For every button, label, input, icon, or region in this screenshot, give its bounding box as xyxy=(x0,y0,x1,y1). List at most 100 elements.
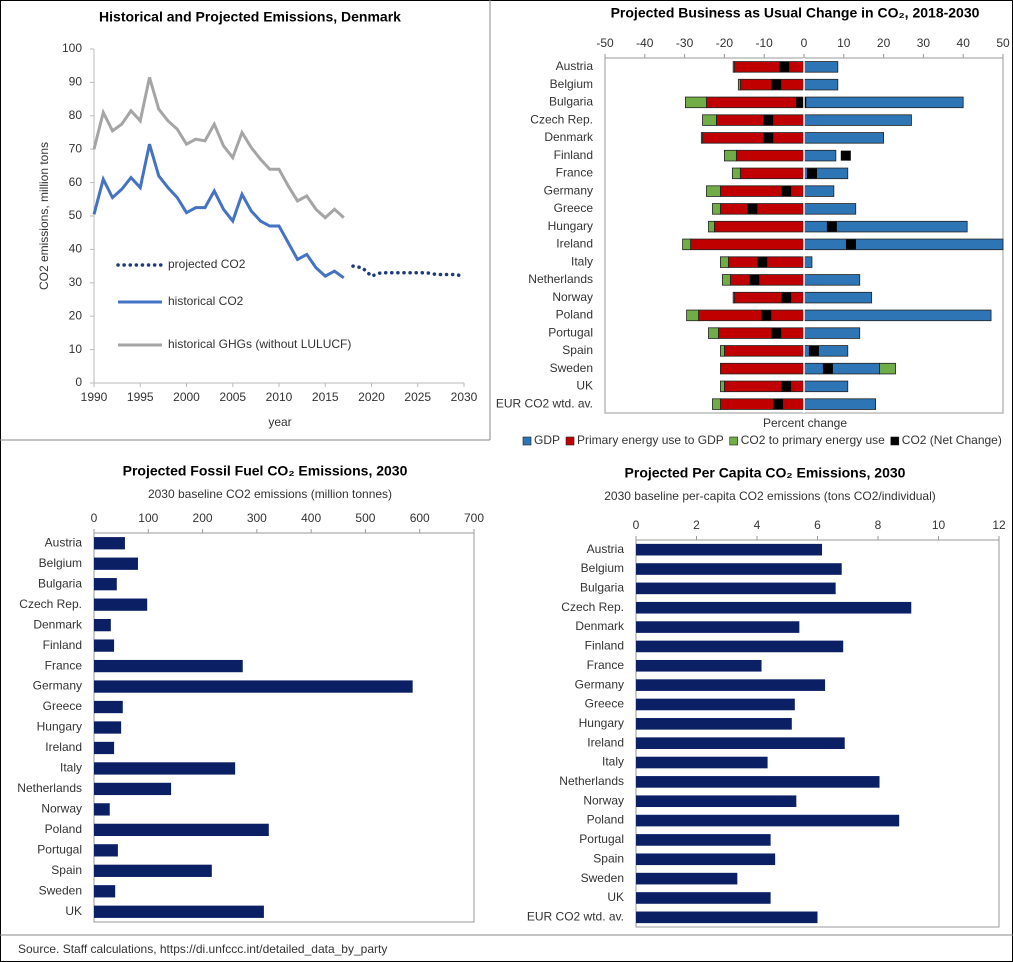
y-tick-label: Bulgaria xyxy=(549,95,593,109)
y-tick-label: Norway xyxy=(583,793,624,807)
legend-label: CO2 (Net Change) xyxy=(902,433,1002,447)
net-change-marker xyxy=(781,381,792,392)
x-tick-label: -30 xyxy=(676,36,694,50)
y-tick-label: Germany xyxy=(544,183,593,197)
y-tick-label: Hungary xyxy=(37,720,82,734)
x-tick-label: -40 xyxy=(636,36,654,50)
bar xyxy=(94,578,117,591)
legend-label: GDP xyxy=(534,433,560,447)
bar-segment xyxy=(803,291,873,304)
y-tick-label: Hungary xyxy=(579,716,624,730)
bar-segment xyxy=(706,185,721,197)
y-tick-label: Italy xyxy=(60,761,82,775)
y-tick-label: 0 xyxy=(75,375,82,389)
x-tick-label: 1995 xyxy=(127,390,154,404)
x-tick-label: 2020 xyxy=(358,390,385,404)
y-tick-label: Finland xyxy=(43,638,82,652)
bar-segment xyxy=(735,149,805,162)
bar-segment xyxy=(803,256,813,268)
plot-frame xyxy=(93,532,475,923)
x-tick-label: 6 xyxy=(814,518,821,532)
bar xyxy=(94,639,115,652)
net-change-marker xyxy=(845,239,856,250)
net-change-marker xyxy=(781,186,792,197)
y-tick-label: 10 xyxy=(69,342,83,356)
x-tick-label: 1990 xyxy=(81,390,108,404)
x-tick-label: 200 xyxy=(193,511,213,525)
bar xyxy=(94,762,236,775)
net-change-marker xyxy=(771,328,782,339)
y-tick-label: Sweden xyxy=(581,871,624,885)
net-change-marker xyxy=(826,221,837,232)
plot-frame xyxy=(635,539,1000,928)
bar-segment xyxy=(720,203,805,215)
net-change-marker xyxy=(771,79,782,90)
x-tick-label: 50 xyxy=(996,36,1010,50)
y-tick-label: France xyxy=(556,166,594,180)
bar-segment xyxy=(731,167,741,180)
bar xyxy=(636,911,818,924)
y-tick-label: Poland xyxy=(556,308,593,322)
net-change-marker xyxy=(747,203,758,214)
bar-segment xyxy=(714,220,805,233)
y-tick-label: Italy xyxy=(571,254,593,268)
x-tick-label: 400 xyxy=(301,511,321,525)
x-tick-label: 8 xyxy=(875,518,882,532)
bar xyxy=(636,582,836,595)
bar xyxy=(636,814,900,827)
bar-segment xyxy=(803,238,1004,251)
y-tick-label: Italy xyxy=(602,755,624,769)
legend-label: historical GHGs (without LULUCF) xyxy=(168,337,351,351)
chart-title: Projected Per Capita CO₂ Emissions, 2030 xyxy=(625,465,906,481)
chart-title: Historical and Projected Emissions, Denm… xyxy=(99,9,401,25)
x-tick-label: -20 xyxy=(716,36,734,50)
y-tick-label: Denmark xyxy=(33,617,83,631)
y-tick-label: EUR CO2 wtd. av. xyxy=(527,909,624,923)
x-tick-label: 2015 xyxy=(312,390,339,404)
bar-segment xyxy=(803,78,839,91)
bar-segment xyxy=(682,238,691,251)
bar-segment xyxy=(708,220,715,233)
bar-segment xyxy=(803,309,992,322)
y-tick-label: 60 xyxy=(69,175,83,189)
y-tick-label: France xyxy=(587,658,625,672)
y-tick-label: UK xyxy=(65,904,82,918)
net-change-marker xyxy=(757,257,768,268)
bar-segment xyxy=(803,327,861,339)
bar-segment xyxy=(803,185,835,197)
y-tick-label: 40 xyxy=(69,242,83,256)
y-tick-label: Ireland xyxy=(556,237,593,251)
bar xyxy=(94,864,212,877)
bar xyxy=(636,659,762,672)
source-note: Source. Staff calculations, https://di.u… xyxy=(18,942,387,956)
bar xyxy=(94,618,111,632)
y-tick-label: 90 xyxy=(69,75,83,89)
bar-segment xyxy=(803,203,857,215)
bar xyxy=(94,659,243,673)
y-tick-label: Greece xyxy=(43,699,83,713)
x-axis-label: 2030 baseline CO2 emissions (million ton… xyxy=(148,487,392,501)
y-tick-label: 80 xyxy=(69,108,83,122)
chart-title: Projected Business as Usual Change in CO… xyxy=(611,5,980,21)
net-change-marker xyxy=(796,97,807,108)
net-change-marker xyxy=(808,345,819,356)
y-tick-label: Netherlands xyxy=(559,774,624,788)
net-change-marker xyxy=(763,132,774,143)
bar-segment xyxy=(702,132,805,144)
x-axis-label: Percent change xyxy=(763,416,847,430)
bar xyxy=(636,892,771,904)
bar-segment xyxy=(690,238,805,251)
bar xyxy=(636,640,844,653)
y-tick-label: Czech Rep. xyxy=(530,112,593,126)
series-line xyxy=(92,143,345,280)
y-tick-label: Sweden xyxy=(550,361,593,375)
bar-segment xyxy=(732,291,735,304)
bar xyxy=(94,598,148,611)
y-tick-label: Belgium xyxy=(39,556,82,570)
bar-segment xyxy=(702,114,717,126)
bar-segment xyxy=(739,167,805,180)
x-tick-label: 2010 xyxy=(266,390,293,404)
legend-swatch xyxy=(565,436,575,446)
y-tick-label: Bulgaria xyxy=(38,576,82,590)
bar xyxy=(636,698,795,711)
